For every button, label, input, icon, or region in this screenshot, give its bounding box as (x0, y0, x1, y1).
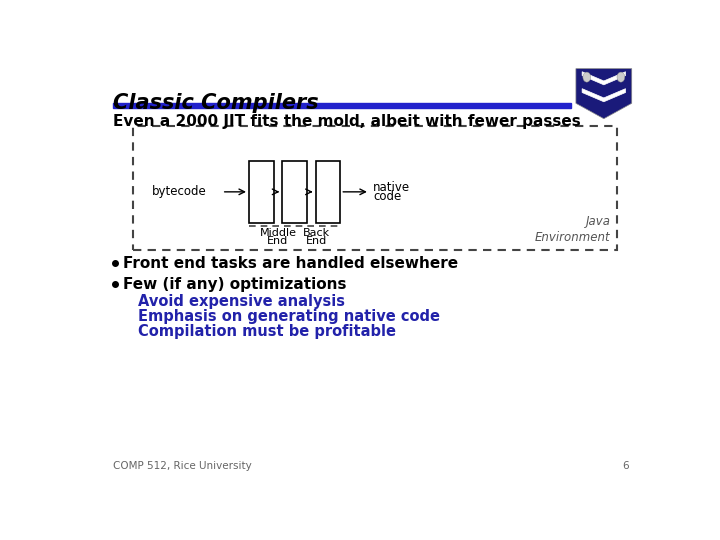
Polygon shape (582, 72, 626, 85)
Text: Avoid expensive analysis: Avoid expensive analysis (138, 294, 345, 309)
Text: Java
Environment: Java Environment (535, 215, 611, 244)
Polygon shape (582, 89, 626, 102)
Text: native: native (373, 181, 410, 194)
Text: 6: 6 (622, 461, 629, 471)
Text: Back: Back (303, 228, 330, 238)
Polygon shape (576, 69, 631, 119)
Ellipse shape (617, 72, 625, 82)
Bar (132, 126, 617, 249)
Text: End: End (306, 236, 328, 246)
Bar (315, 161, 341, 222)
Text: COMP 512, Rice University: COMP 512, Rice University (113, 461, 252, 471)
Text: Front end tasks are handled elsewhere: Front end tasks are handled elsewhere (122, 256, 458, 271)
Text: Few (if any) optimizations: Few (if any) optimizations (122, 276, 346, 292)
Text: Even a 2000 JIT fits the mold, albeit with fewer passes: Even a 2000 JIT fits the mold, albeit wi… (113, 114, 581, 129)
Text: Compilation must be profitable: Compilation must be profitable (138, 325, 396, 340)
Bar (249, 161, 274, 222)
Ellipse shape (583, 72, 590, 82)
Text: Classic Compilers: Classic Compilers (113, 93, 319, 113)
Bar (113, 103, 570, 108)
Bar (282, 161, 307, 222)
Text: code: code (373, 190, 401, 203)
Text: End: End (267, 236, 289, 246)
Text: Middle: Middle (259, 228, 297, 238)
Text: Emphasis on generating native code: Emphasis on generating native code (138, 309, 440, 324)
Text: bytecode: bytecode (152, 185, 207, 198)
